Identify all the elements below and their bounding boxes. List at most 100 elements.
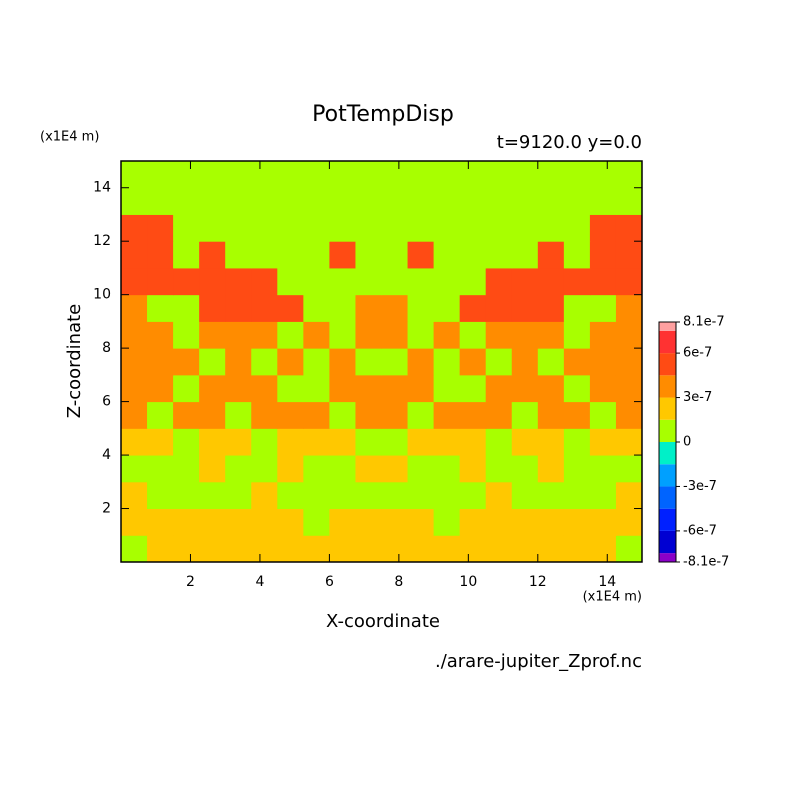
contour-cell: [225, 321, 252, 349]
contour-cell: [589, 348, 617, 376]
contour-cell: [433, 481, 461, 510]
contour-cell: [615, 508, 643, 536]
contour-cell: [485, 161, 513, 189]
contour-cell: [303, 455, 330, 483]
contour-cell: [433, 294, 461, 322]
contour-cell: [433, 455, 461, 483]
contour-cell: [147, 161, 174, 189]
contour-cell: [277, 401, 304, 429]
colorbar-tick-label: 0: [683, 435, 691, 450]
contour-cell: [537, 214, 565, 242]
contour-cell: [459, 428, 487, 456]
contour-cell: [459, 374, 487, 403]
contour-cell: [615, 161, 643, 189]
contour-cell: [459, 321, 487, 349]
contour-cell: [589, 321, 617, 349]
contour-cell: [329, 481, 356, 510]
contour-cell: [303, 321, 330, 349]
contour-cell: [459, 401, 487, 429]
contour-cell: [121, 348, 148, 376]
contour-cell: [459, 187, 487, 215]
y-tick-label: 12: [93, 233, 111, 249]
contour-cell: [563, 161, 591, 189]
contour-cell: [537, 455, 565, 483]
contour-cell: [121, 161, 148, 189]
contour-cell: [121, 187, 148, 215]
contour-cell: [511, 161, 539, 189]
contour-cell: [251, 508, 278, 536]
colorbar-band: [659, 553, 676, 562]
contour-cell: [121, 374, 148, 403]
contour-cell: [303, 374, 330, 403]
contour-cell: [173, 267, 200, 296]
contour-cell: [485, 535, 513, 563]
contour-cell: [225, 267, 252, 296]
contour-cell: [537, 401, 565, 429]
contour-cell: [563, 535, 591, 563]
contour-cell: [381, 214, 409, 242]
contour-cell: [147, 455, 174, 483]
contour-cell: [537, 428, 565, 456]
contour-cell: [199, 321, 226, 349]
contour-cell: [173, 214, 200, 242]
contour-cell: [563, 214, 591, 242]
contour-cell: [147, 241, 174, 269]
contour-cell: [199, 294, 226, 322]
contour-cell: [329, 161, 356, 189]
contour-cell: [615, 294, 643, 322]
contour-cell: [277, 321, 304, 349]
contour-cell: [199, 455, 226, 483]
contour-cell: [173, 161, 200, 189]
contour-cell: [277, 535, 304, 563]
contour-cell: [563, 267, 591, 296]
contour-cell: [433, 508, 461, 536]
contour-cell: [563, 241, 591, 269]
contour-cell: [199, 428, 226, 456]
contour-cell: [407, 241, 435, 269]
contour-cell: [173, 535, 200, 563]
contour-cell: [511, 187, 539, 215]
contour-cell: [251, 481, 278, 510]
contour-cell: [485, 321, 513, 349]
contour-cell: [563, 374, 591, 403]
contour-cell: [251, 535, 278, 563]
contour-cell: [433, 161, 461, 189]
contour-cell: [433, 187, 461, 215]
contour-cell: [355, 401, 382, 429]
contour-cell: [589, 187, 617, 215]
colorbar-band: [659, 442, 676, 465]
contour-cell: [251, 267, 278, 296]
contour-cell: [511, 508, 539, 536]
contour-cell: [121, 321, 148, 349]
contour-cell: [173, 294, 200, 322]
contour-cell: [303, 214, 330, 242]
contour-cell: [407, 321, 435, 349]
contour-cell: [199, 267, 226, 296]
contour-cell: [355, 267, 382, 296]
contour-cell: [459, 294, 487, 322]
contour-cell: [433, 401, 461, 429]
colorbar-tick-label: -3e-7: [683, 479, 717, 494]
contour-cell: [537, 535, 565, 563]
contour-cell: [355, 535, 382, 563]
contour-cell: [433, 374, 461, 403]
y-unit: (x1E4 m): [40, 130, 99, 145]
colorbar-band: [659, 330, 676, 354]
x-tick-label: 8: [394, 574, 403, 590]
contour-cell: [225, 535, 252, 563]
contour-cell: [225, 481, 252, 510]
contour-cell: [303, 401, 330, 429]
contour-cell: [485, 374, 513, 403]
contour-cell: [615, 401, 643, 429]
contour-cell: [355, 294, 382, 322]
contour-cell: [173, 374, 200, 403]
contour-cell: [225, 348, 252, 376]
y-tick-label: 2: [102, 501, 111, 517]
contour-cell: [329, 348, 356, 376]
contour-cell: [485, 214, 513, 242]
contour-cell: [381, 321, 409, 349]
contour-cell: [589, 428, 617, 456]
contour-cell: [173, 455, 200, 483]
contour-cell: [381, 187, 409, 215]
